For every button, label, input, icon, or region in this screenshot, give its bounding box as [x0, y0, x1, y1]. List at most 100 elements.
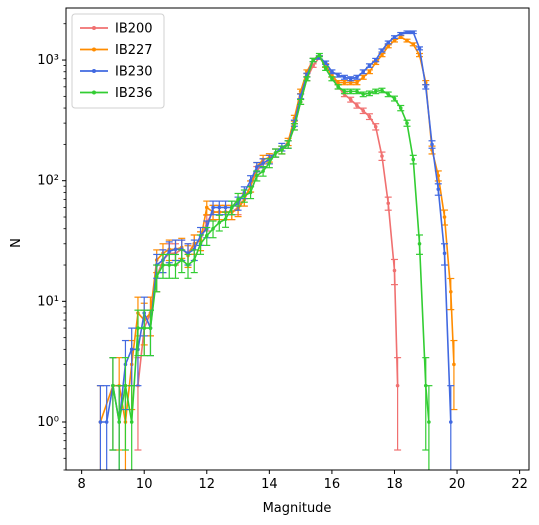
data-point — [173, 247, 178, 252]
data-point — [405, 121, 409, 125]
legend-label: IB200 — [115, 22, 153, 37]
data-point — [129, 347, 134, 352]
legend-item-IB230: IB230 — [80, 65, 153, 80]
x-axis-label: Magnitude — [263, 501, 332, 516]
data-point — [452, 362, 456, 367]
data-point — [392, 268, 397, 273]
data-point — [373, 124, 378, 129]
data-point — [380, 48, 384, 53]
data-point — [192, 258, 197, 262]
legend-marker — [92, 26, 96, 30]
data-point — [423, 383, 428, 388]
data-point — [411, 157, 416, 162]
data-point — [348, 76, 353, 81]
data-point — [380, 154, 384, 158]
data-point — [355, 80, 359, 85]
data-point — [217, 220, 222, 225]
data-point — [330, 76, 334, 81]
data-point — [342, 80, 347, 85]
legend-marker — [92, 69, 96, 73]
legend-item-IB227: IB227 — [80, 43, 153, 58]
data-point — [186, 263, 190, 267]
data-point — [211, 226, 215, 231]
data-point — [129, 420, 134, 424]
legend-box — [71, 13, 165, 109]
y-tick-label: 10⁰ — [37, 415, 59, 430]
data-point — [261, 169, 265, 173]
data-point — [273, 151, 278, 155]
data-point — [179, 258, 184, 262]
data-point — [198, 241, 203, 246]
data-point — [167, 249, 172, 254]
legend-marker — [92, 47, 96, 52]
data-point — [392, 35, 397, 39]
data-point — [373, 89, 378, 94]
legend-marker — [92, 90, 96, 95]
data-point — [417, 46, 422, 51]
data-point — [386, 40, 391, 45]
data-point — [380, 88, 384, 93]
y-tick-label: 10³ — [37, 53, 59, 68]
data-point — [367, 63, 372, 68]
data-point — [217, 205, 222, 210]
data-point — [336, 85, 340, 89]
x-tick-label: 10 — [136, 477, 153, 492]
data-point — [161, 263, 165, 267]
data-point — [367, 114, 372, 119]
data-point — [255, 173, 259, 178]
data-point — [405, 30, 409, 35]
x-tick-label: 12 — [199, 477, 216, 492]
data-point — [142, 326, 147, 330]
data-point — [336, 73, 340, 77]
x-tick-label: 8 — [78, 477, 86, 492]
data-point — [386, 92, 391, 97]
data-point — [98, 420, 103, 424]
data-point — [367, 69, 372, 74]
data-point — [336, 80, 340, 85]
legend-item-IB200: IB200 — [80, 22, 153, 37]
data-point — [392, 96, 397, 101]
legend-label: IB230 — [115, 65, 153, 80]
y-tick-label: 10¹ — [37, 294, 59, 309]
x-tick-label: 16 — [324, 477, 341, 492]
legend: IB200 IB227 IB230 IB236 — [71, 13, 165, 109]
data-point — [395, 383, 400, 388]
data-point — [411, 30, 416, 35]
x-tick-label: 14 — [261, 477, 278, 492]
data-point — [348, 80, 353, 85]
data-point — [248, 178, 253, 183]
data-point — [361, 108, 365, 113]
series-line-IB200 — [137, 56, 399, 386]
data-point — [136, 326, 140, 330]
data-point — [292, 124, 297, 129]
data-point — [448, 289, 453, 294]
data-point — [204, 233, 209, 238]
data-point — [323, 66, 328, 71]
data-point — [330, 69, 334, 74]
y-tick-label: 10² — [37, 174, 59, 189]
data-point — [111, 383, 115, 388]
data-point — [373, 58, 378, 62]
data-point — [230, 205, 234, 210]
x-tick-label: 20 — [449, 477, 466, 492]
data-point — [361, 69, 365, 74]
data-point — [398, 106, 403, 110]
legend-label: IB227 — [115, 43, 153, 58]
data-point — [236, 197, 240, 202]
data-layer — [96, 30, 458, 470]
plot-border — [65, 7, 530, 471]
data-point — [204, 205, 209, 210]
data-point — [123, 383, 128, 388]
data-point — [348, 97, 353, 102]
data-point — [248, 190, 253, 195]
data-point — [267, 161, 272, 165]
x-tick-label: 18 — [386, 477, 403, 492]
data-point — [154, 274, 159, 279]
data-point — [323, 60, 328, 65]
data-point — [430, 142, 434, 147]
data-point — [242, 193, 247, 198]
data-point — [386, 201, 391, 206]
data-point — [255, 165, 259, 169]
data-point — [211, 205, 215, 210]
